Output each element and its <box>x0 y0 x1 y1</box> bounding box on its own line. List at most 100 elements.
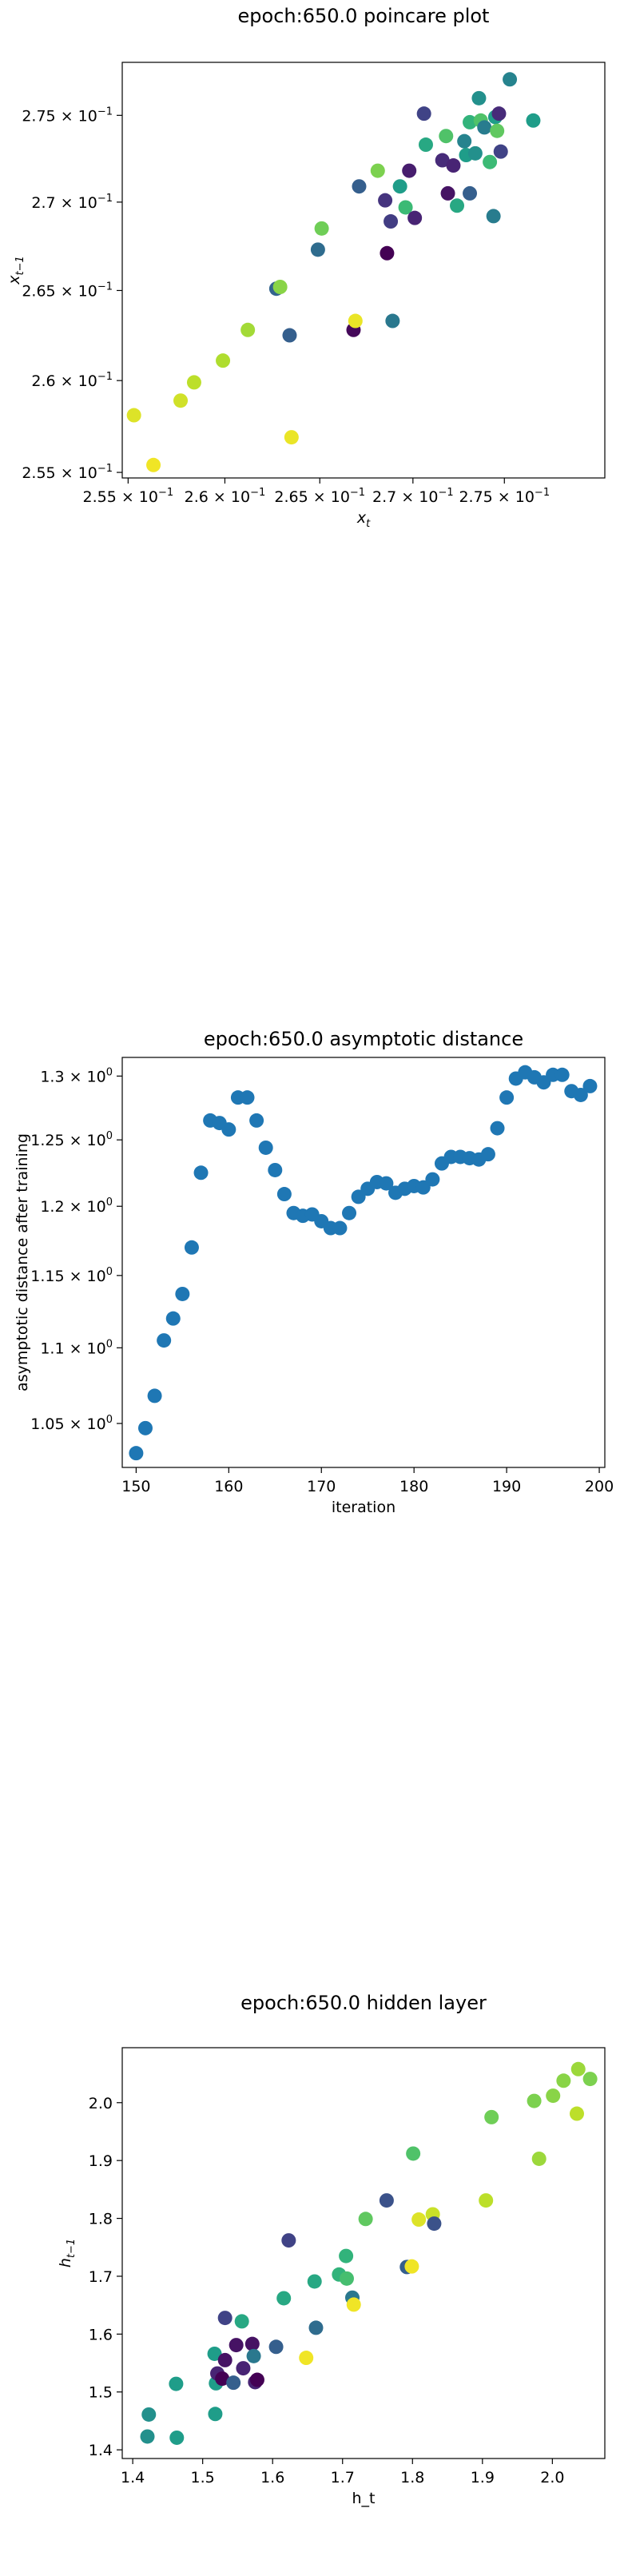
data-point <box>384 214 399 229</box>
y-tick-label-exponent: 0 <box>106 1266 113 1278</box>
y-tick-label-exponent: −1 <box>97 463 113 475</box>
y-tick-label-base: 1.05 × 10 <box>30 1415 105 1433</box>
data-point <box>249 2372 264 2387</box>
x-tick-label: 1.6 <box>260 2469 284 2486</box>
data-point <box>217 2352 233 2367</box>
x-tick-label-exponent: −1 <box>158 487 173 499</box>
y-tick-label: 2.75 × 10−1 <box>22 106 113 125</box>
data-point <box>392 179 407 194</box>
data-point <box>215 2371 230 2387</box>
x-axis-label: iteration <box>332 1499 395 1516</box>
data-point <box>471 90 487 106</box>
data-point <box>307 2274 322 2289</box>
data-point <box>282 328 297 343</box>
x-tick-label: 1.8 <box>400 2469 424 2486</box>
x-tick-label-base: 2.55 × 10 <box>83 488 158 506</box>
data-point <box>457 133 472 149</box>
x-axis-label: xt <box>356 509 371 530</box>
data-point <box>582 1078 598 1093</box>
y-tick-label-base: 2.75 × 10 <box>22 107 97 125</box>
data-point <box>217 2311 233 2326</box>
data-point <box>240 322 256 337</box>
data-point <box>490 1121 505 1136</box>
data-point <box>346 2297 361 2312</box>
data-point <box>531 2151 547 2166</box>
data-point <box>141 2407 157 2422</box>
data-point <box>173 393 189 408</box>
x-tick-label: 2.75 × 10−1 <box>459 487 550 506</box>
chart-title: epoch:650.0 asymptotic distance <box>204 1028 523 1050</box>
data-point <box>418 137 433 153</box>
y-tick-label: 1.9 <box>89 2152 113 2170</box>
plot-area-frame <box>121 1057 606 1468</box>
y-tick-label-base: 2.65 × 10 <box>22 282 97 300</box>
data-point <box>569 2106 584 2121</box>
data-point <box>480 1147 495 1162</box>
data-point <box>229 2338 244 2353</box>
data-point <box>556 2073 571 2088</box>
data-point <box>491 106 507 121</box>
data-point <box>268 2339 284 2355</box>
y-tick-label-base: 2.6 × 10 <box>31 372 97 390</box>
data-point <box>157 1333 172 1348</box>
data-point <box>332 1220 348 1236</box>
x-tick-label: 200 <box>585 1478 614 1495</box>
data-point <box>184 1240 199 1255</box>
data-point <box>570 2061 586 2076</box>
y-tick-label: 2.55 × 10−1 <box>22 463 113 482</box>
data-point <box>477 120 492 135</box>
data-point <box>358 2212 373 2227</box>
x-tick-label-base: 2.6 × 10 <box>185 488 250 506</box>
data-point <box>425 1172 440 1187</box>
data-point <box>546 2088 561 2104</box>
data-point <box>435 153 450 168</box>
y-tick-label-base: 1.1 × 10 <box>40 1340 105 1357</box>
x-tick-label: 2.6 × 10−1 <box>185 487 266 506</box>
data-point <box>404 2259 419 2274</box>
data-point <box>427 2216 442 2232</box>
y-tick-label-base: 2.7 × 10 <box>31 194 97 212</box>
x-axis-label: h_t <box>352 2490 376 2507</box>
data-point <box>147 1388 162 1403</box>
data-point <box>126 408 141 423</box>
x-tick-label: 2.0 <box>540 2469 564 2486</box>
y-tick-label-base: 1.15 × 10 <box>30 1268 105 1285</box>
y-tick-label: 2.0 <box>89 2095 113 2112</box>
data-point <box>137 1420 153 1435</box>
y-tick-label: 1.05 × 100 <box>30 1414 113 1433</box>
y-tick-label: 2.6 × 10−1 <box>31 371 113 390</box>
data-point <box>284 430 299 445</box>
x-tick-label: 150 <box>121 1478 150 1495</box>
y-tick-label: 1.7 <box>89 2268 113 2286</box>
x-tick-label-exponent: −1 <box>250 487 265 499</box>
data-point <box>467 145 483 161</box>
data-point <box>208 2407 223 2422</box>
chart-title: epoch:650.0 poincare plot <box>238 5 490 27</box>
y-tick-label-exponent: 0 <box>106 1130 113 1142</box>
data-point <box>339 2248 354 2263</box>
y-tick-label-exponent: 0 <box>106 1338 113 1350</box>
y-tick-label: 1.25 × 100 <box>30 1130 113 1149</box>
x-tick-label-base: 2.65 × 10 <box>274 488 349 506</box>
data-point <box>385 313 400 328</box>
x-tick-label: 190 <box>492 1478 521 1495</box>
data-point <box>379 1176 394 1191</box>
x-tick-label-exponent: −1 <box>438 487 453 499</box>
data-point <box>527 2093 542 2108</box>
data-point <box>573 1087 588 1102</box>
data-point <box>446 158 461 173</box>
x-tick-label: 1.5 <box>191 2469 215 2486</box>
data-point <box>463 114 478 129</box>
y-axis-label: ht−1 <box>57 2239 78 2267</box>
data-point <box>236 2361 251 2376</box>
data-point <box>483 154 498 169</box>
data-point <box>348 313 363 328</box>
data-point <box>186 375 201 390</box>
x-tick-label: 2.65 × 10−1 <box>274 487 365 506</box>
y-tick-label: 1.6 <box>89 2326 113 2343</box>
data-point <box>450 198 465 213</box>
data-point <box>554 1067 570 1082</box>
data-point <box>310 242 325 257</box>
